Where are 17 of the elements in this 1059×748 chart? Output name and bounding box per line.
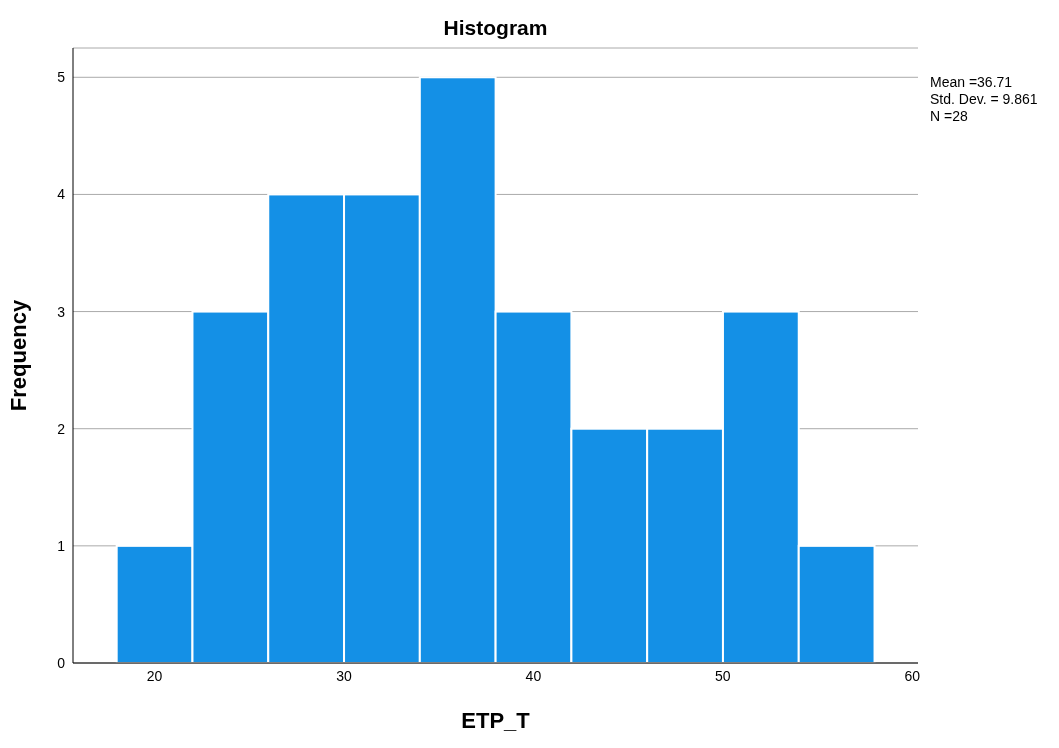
- text: N =28: [930, 108, 969, 125]
- y-axis-title: Frequency: [5, 299, 31, 412]
- x-tick-label: 30: [336, 667, 352, 684]
- x-tick-label: 40: [525, 667, 542, 684]
- y-tick-label: 1: [57, 537, 66, 554]
- y-tick-label: 4: [57, 186, 66, 203]
- x-tick-label: 20: [146, 667, 163, 684]
- x-tick-label: 60: [904, 667, 921, 684]
- y-tick-label: 2: [57, 420, 66, 437]
- text: Mean =36.71: [930, 74, 1014, 91]
- y-tick-label: 3: [57, 303, 66, 320]
- chart-title: Histogram: [442, 16, 549, 40]
- x-tick-label: 50: [715, 667, 731, 684]
- y-tick-label: 0: [57, 654, 66, 671]
- text: Std. Dev. = 9.861: [930, 91, 1038, 108]
- y-tick-label: 5: [57, 69, 66, 86]
- x-axis-title: ETP_T: [461, 708, 531, 733]
